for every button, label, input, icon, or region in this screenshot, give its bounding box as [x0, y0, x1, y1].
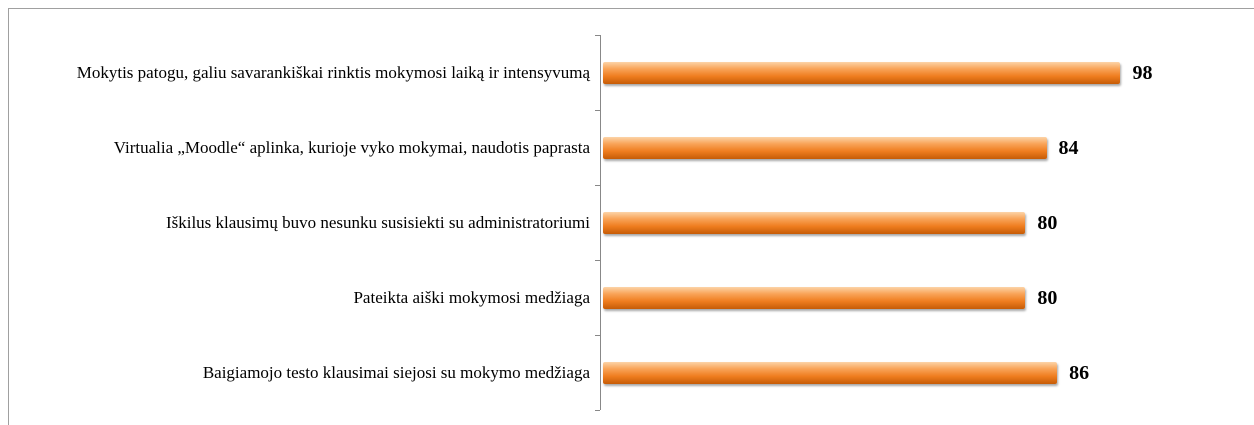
axis-tick: [595, 335, 600, 336]
bar: [603, 211, 1026, 234]
axis-tick: [595, 410, 600, 411]
category-label: Virtualia „Moodle“ aplinka, kurioje vyko…: [113, 137, 590, 157]
category-label: Mokytis patogu, galiu savarankiškai rink…: [76, 62, 590, 82]
data-label: 80: [1037, 211, 1058, 234]
axis-tick: [595, 110, 600, 111]
data-label: 86: [1069, 361, 1090, 384]
axis-tick: [595, 260, 600, 261]
axis-tick: [595, 185, 600, 186]
data-label: 84: [1058, 136, 1079, 159]
category-label: Baigiamojo testo klausimai siejosi su mo…: [202, 362, 590, 382]
category-label: Iškilus klausimų buvo nesunku susisiekti…: [165, 212, 590, 232]
bar: [603, 136, 1047, 159]
data-label: 98: [1132, 61, 1153, 84]
axis-tick: [595, 35, 600, 36]
data-label: 80: [1037, 286, 1058, 309]
chart-frame: [8, 8, 1254, 425]
value-axis: [600, 35, 601, 410]
category-label: Pateikta aiški mokymosi medžiaga: [353, 287, 590, 307]
bar: [603, 361, 1058, 384]
bar: [603, 286, 1026, 309]
bar: [603, 61, 1121, 84]
